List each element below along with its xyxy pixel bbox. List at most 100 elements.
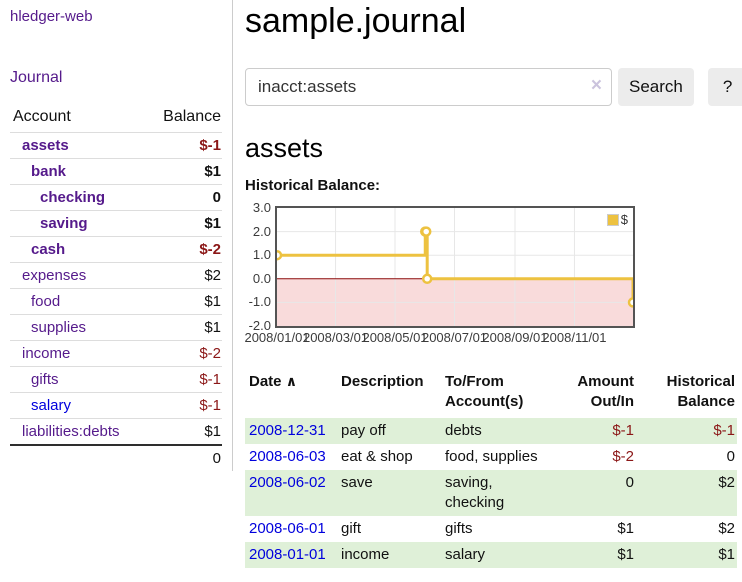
accounts-total-value: 0 — [145, 444, 222, 471]
brand-link[interactable]: hledger-web — [10, 8, 93, 25]
account-link[interactable]: checking — [40, 189, 106, 206]
search-input[interactable] — [245, 68, 612, 106]
register-amount: $1 — [617, 520, 634, 537]
register-row[interactable]: 2008-06-02 save saving, checking 0 $2 — [245, 470, 737, 516]
sort-ascending-icon: ∧ — [285, 374, 298, 390]
account-balance: $1 — [145, 210, 222, 237]
register-header-date[interactable]: Date ∧ — [249, 373, 298, 390]
account-link[interactable]: income — [22, 345, 71, 362]
register-accounts: gifts — [445, 520, 473, 537]
x-axis-tick-label: 2008/09/01 — [482, 330, 548, 345]
account-balance: $1 — [145, 158, 222, 185]
account-row: food $1 — [10, 288, 222, 315]
accounts-total-row: 0 — [10, 444, 222, 471]
date-link[interactable]: 2008-06-03 — [249, 448, 326, 465]
y-axis-tick-label: -1.0 — [248, 294, 271, 310]
register-balance: $-1 — [713, 422, 735, 439]
account-balance: $-1 — [145, 366, 222, 393]
date-link[interactable]: 2008-01-01 — [249, 546, 326, 563]
register-description: gift — [341, 520, 362, 537]
register-accounts: food, supplies — [445, 448, 538, 465]
account-link[interactable]: salary — [31, 397, 72, 414]
y-axis-tick-label: 2.0 — [252, 223, 271, 239]
register-description: eat & shop — [341, 448, 413, 465]
account-row: income $-2 — [10, 340, 222, 367]
accounts-table: Account Balance assets $-1 bank $1 checking 0… — [10, 103, 222, 471]
register-amount: $1 — [617, 546, 634, 563]
account-row: bank $1 — [10, 158, 222, 185]
account-link[interactable]: expenses — [22, 267, 87, 284]
account-balance: 0 — [145, 184, 222, 211]
sidebar: hledger-web Journal Account Balance asse… — [0, 0, 233, 471]
register-balance: 0 — [726, 448, 735, 465]
register-header-balance: Historical Balance — [666, 373, 735, 410]
account-link[interactable]: bank — [31, 163, 67, 180]
sidebar-item-journal[interactable]: Journal — [10, 69, 63, 86]
y-axis-tick-label: 0.0 — [252, 270, 271, 286]
register-amount: $-1 — [612, 422, 634, 439]
search-form: × Search ? — [245, 68, 742, 106]
register-accounts: debts — [445, 422, 482, 439]
account-balance: $2 — [145, 262, 222, 289]
account-link[interactable]: gifts — [31, 371, 59, 388]
chart-label: Historical Balance: — [245, 177, 381, 194]
x-axis-tick-label: 2008/01/01 — [244, 330, 310, 345]
account-balance: $1 — [145, 418, 222, 445]
register-description: income — [341, 546, 390, 563]
legend-series-label: $ — [620, 212, 628, 227]
register-balance: $1 — [718, 546, 735, 563]
date-link[interactable]: 2008-06-02 — [249, 474, 326, 491]
register-row[interactable]: 2008-06-03 eat & shop food, supplies $-2 0 — [245, 444, 737, 470]
main-content: sample.journal × Search ? assets Histori… — [233, 0, 742, 568]
account-balance: $-1 — [145, 132, 222, 159]
register-description: save — [341, 474, 373, 491]
register-row[interactable]: 2008-01-01 income salary $1 $1 — [245, 542, 737, 568]
help-button[interactable]: ? — [707, 68, 742, 106]
register-amount: $-2 — [612, 448, 634, 465]
account-row: assets $-1 — [10, 132, 222, 159]
x-axis-tick-label: 2008/05/01 — [362, 330, 428, 345]
account-row: expenses $2 — [10, 262, 222, 289]
page-title: sample.journal — [245, 2, 467, 40]
account-link[interactable]: assets — [22, 137, 69, 154]
account-link[interactable]: liabilities:debts — [22, 423, 120, 440]
account-balance: $-2 — [145, 236, 222, 263]
register-accounts: salary — [445, 546, 486, 563]
account-row: saving $1 — [10, 210, 222, 237]
register-header-row: Date ∧ Description To/From Account(s) Am… — [245, 370, 737, 418]
register-header-amount: Amount Out/In — [577, 373, 634, 410]
account-link[interactable]: food — [31, 293, 61, 310]
register-amount: 0 — [625, 474, 634, 491]
historical-balance-chart: 3.0 2.0 1.0 0.0 -1.0 -2.0 $ 2008/01/01 2008/03… — [244, 200, 737, 352]
accounts-header-account: Account — [13, 108, 71, 125]
register-header-accounts: To/From Account(s) — [445, 373, 524, 410]
register-row[interactable]: 2008-12-31 pay off debts $-1 $-1 — [245, 418, 737, 444]
account-row: salary $-1 — [10, 392, 222, 419]
account-link[interactable]: cash — [31, 241, 66, 258]
account-row: cash $-2 — [10, 236, 222, 263]
register-accounts: saving, checking — [445, 474, 505, 511]
y-axis-tick-label: -2.0 — [248, 318, 271, 333]
register-table: Date ∧ Description To/From Account(s) Am… — [245, 370, 737, 568]
register-description: pay off — [341, 422, 386, 439]
register-balance: $2 — [718, 520, 735, 537]
chart-plot-area: $ — [275, 206, 635, 328]
x-axis-tick-label: 2008/11/01 — [542, 330, 607, 345]
app-window: hledger-web Journal Account Balance asse… — [0, 0, 742, 568]
search-button[interactable]: Search — [618, 68, 694, 106]
x-axis-tick-label: 2008/07/01 — [421, 330, 488, 345]
date-link[interactable]: 2008-06-01 — [249, 520, 326, 537]
account-balance: $1 — [145, 288, 222, 315]
legend-color-swatch — [606, 213, 619, 226]
account-balance: $1 — [145, 314, 222, 341]
y-axis-tick-label: 1.0 — [252, 247, 271, 263]
account-link[interactable]: saving — [40, 215, 88, 232]
account-row: liabilities:debts $1 — [10, 418, 222, 445]
clear-search-icon[interactable]: × — [590, 75, 602, 96]
x-axis-tick-label: 2008/03/01 — [302, 330, 369, 345]
account-link[interactable]: supplies — [31, 319, 87, 336]
register-row[interactable]: 2008-06-01 gift gifts $1 $2 — [245, 516, 737, 542]
date-link[interactable]: 2008-12-31 — [249, 422, 326, 439]
y-axis-tick-label: 3.0 — [252, 200, 271, 215]
chart-legend: $ — [606, 212, 628, 227]
